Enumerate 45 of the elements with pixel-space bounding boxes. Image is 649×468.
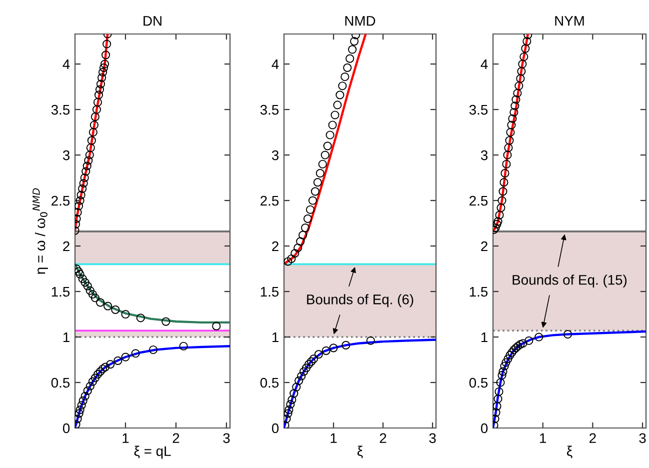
annotation: Bounds of Eq. (6) <box>307 294 414 308</box>
y-tick-label: 1.5 <box>52 286 70 297</box>
y-tick-label: 0 <box>480 423 488 434</box>
y-tick-label: 0.5 <box>469 378 488 388</box>
y-tick-label: 0.5 <box>51 378 70 388</box>
y-tick-label: 3 <box>480 150 488 160</box>
y-tick-label: 1.5 <box>260 286 279 297</box>
x-tick-label: 2 <box>380 433 386 443</box>
chart-title: NMD <box>345 16 376 26</box>
chart-title: NYM <box>555 16 584 26</box>
x-tick-label: 1 <box>330 433 337 443</box>
x-axis-title: ξ <box>357 446 363 458</box>
y-tick-label: 2.5 <box>260 196 279 206</box>
y-tick-label: 3 <box>62 150 70 160</box>
x-tick-label: 2 <box>590 433 596 443</box>
x-axis-title: ξ = qL <box>134 446 171 459</box>
y-tick-label: 1 <box>481 332 488 342</box>
y-tick-label: 2.5 <box>470 196 488 206</box>
y-tick-label: 3.5 <box>260 104 279 115</box>
y-tick-label: 2 <box>272 241 278 252</box>
x-tick-label: 3 <box>223 433 230 444</box>
y-tick-label: 0 <box>62 423 70 434</box>
y-tick-label: 4 <box>480 60 488 70</box>
y-tick-label: 4 <box>272 60 279 70</box>
annotation: Bounds of Eq. (15) <box>512 274 627 288</box>
y-tick-label: 2 <box>63 241 70 252</box>
x-tick-label: 3 <box>639 433 646 444</box>
y-tick-label: 3.5 <box>469 104 488 115</box>
chart-title: DN <box>144 16 162 26</box>
y-tick-label: 1 <box>272 332 278 342</box>
x-tick-label: 2 <box>172 433 180 443</box>
x-axis-title: ξ <box>566 446 572 458</box>
x-tick-label: 3 <box>429 433 436 444</box>
x-tick-label: 1 <box>122 433 129 443</box>
y-tick-label: 0 <box>272 423 279 434</box>
y-tick-label: 1 <box>63 332 70 342</box>
y-tick-label: 4 <box>62 60 70 70</box>
y-tick-label: 0.5 <box>260 378 279 388</box>
x-tick-label: 1 <box>540 433 546 443</box>
y-tick-label: 2 <box>481 241 488 252</box>
y-tick-label: 3 <box>272 150 279 160</box>
y-tick-label: 1.5 <box>470 286 488 297</box>
y-tick-label: 3.5 <box>51 104 70 115</box>
y-tick-label: 2.5 <box>52 196 70 206</box>
y-axis-title: η = ω / ω$_{0}$$^{NMD}$ <box>32 188 48 274</box>
